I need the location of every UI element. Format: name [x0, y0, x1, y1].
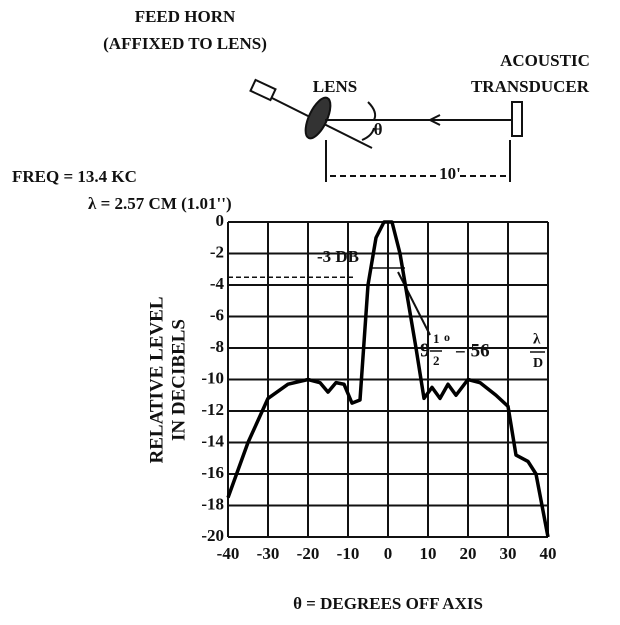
- y-tick-label: -20: [201, 526, 224, 545]
- y-tick-label: -12: [201, 400, 224, 419]
- label: LENS: [313, 77, 357, 96]
- lens-icon: [304, 96, 332, 140]
- pointer: [397, 271, 431, 336]
- label: ACOUSTIC: [500, 51, 590, 70]
- label: (AFFIXED TO LENS): [103, 34, 267, 53]
- annotation: 1: [433, 331, 440, 346]
- arrow: [427, 114, 441, 126]
- annotation: λ: [533, 331, 541, 347]
- label: FEED HORN: [135, 7, 236, 26]
- data-line: [226, 220, 550, 538]
- x-tick-label: 40: [540, 544, 557, 563]
- annotations: -3 DB 9 1 2 o = 56 λ D: [314, 244, 543, 371]
- y-tick-label: -2: [210, 242, 224, 261]
- label: θ: [374, 120, 383, 139]
- y-tick-label: -16: [201, 463, 224, 482]
- annotation: -3 DB: [317, 247, 359, 266]
- y-axis-label: IN DECIBELS: [168, 319, 189, 441]
- x-axis-label: θ = DEGREES OFF AXIS: [293, 594, 483, 613]
- y-tick-label: -10: [201, 368, 224, 387]
- x-tick-label: -30: [257, 544, 280, 563]
- annotation: 9: [420, 340, 430, 362]
- x-tick-label: 0: [384, 544, 393, 563]
- label: TRANSDUCER: [471, 77, 590, 96]
- wavelength: λ = 2.57 CM (1.01''): [88, 194, 232, 213]
- y-axis-label: RELATIVE LEVEL: [146, 296, 167, 463]
- angle-arc: [361, 127, 375, 141]
- y-tick-label: -4: [210, 274, 225, 293]
- x-tick-label: 30: [500, 544, 517, 563]
- x-tick-label: -10: [337, 544, 360, 563]
- y-tick-label: -6: [210, 305, 224, 324]
- x-tick-label: 20: [460, 544, 477, 563]
- y-tick-label: -14: [201, 431, 224, 450]
- y-tick-label: 0: [216, 211, 225, 230]
- x-tick-label: -40: [217, 544, 240, 563]
- annotation: 2: [433, 353, 440, 368]
- annotation: = 56: [455, 340, 490, 361]
- freq: FREQ = 13.4 KC: [12, 167, 137, 186]
- y-tick-label: -8: [210, 337, 224, 356]
- feed-horn-icon: [249, 78, 277, 102]
- x-tick-label: -20: [297, 544, 320, 563]
- annotation: o: [444, 330, 450, 344]
- diagram: [249, 78, 523, 182]
- transducer-icon: [511, 101, 523, 137]
- angle-arc: [367, 101, 377, 121]
- annotation: D: [533, 356, 543, 371]
- x-tick-label: 10: [420, 544, 437, 563]
- label: 10': [439, 164, 461, 183]
- y-tick-label: -18: [201, 494, 224, 513]
